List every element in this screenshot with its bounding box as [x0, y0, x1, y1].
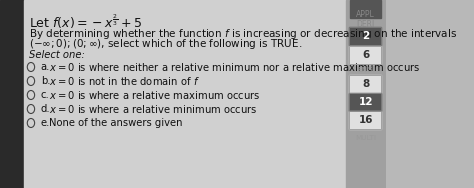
Bar	[349, 75, 381, 93]
Text: b.: b.	[41, 76, 50, 86]
Text: MULTI: MULTI	[356, 135, 376, 141]
Text: 12: 12	[358, 97, 373, 107]
Bar	[0, 0, 25, 188]
Bar	[349, 111, 381, 129]
Text: $x = 0$ is where a relative maximum occurs: $x = 0$ is where a relative maximum occu…	[49, 89, 260, 101]
Text: None of the answers given: None of the answers given	[49, 118, 182, 128]
Text: DERI: DERI	[356, 20, 375, 29]
Text: a.: a.	[41, 62, 50, 72]
Text: $(-\infty; 0); (0; \infty)$, select which of the following is TRUE.: $(-\infty; 0); (0; \infty)$, select whic…	[28, 37, 302, 51]
Bar	[349, 27, 381, 45]
Text: c.: c.	[41, 90, 49, 100]
Text: ENGI: ENGI	[357, 67, 375, 73]
Bar	[349, 27, 381, 45]
Text: Select one:: Select one:	[28, 50, 84, 60]
Text: $x = 0$ is not in the domain of $f$: $x = 0$ is not in the domain of $f$	[49, 75, 200, 87]
Bar	[346, 0, 386, 188]
Text: $x = 0$ is where neither a relative minimum nor a relative maximum occurs: $x = 0$ is where neither a relative mini…	[49, 61, 420, 73]
Bar	[349, 75, 381, 93]
Bar	[350, 0, 381, 18]
Bar	[349, 111, 381, 129]
Text: Let $f(x) = -x^{\frac{2}{3}} + 5$: Let $f(x) = -x^{\frac{2}{3}} + 5$	[28, 13, 142, 31]
Bar	[349, 46, 381, 64]
Bar	[349, 93, 381, 111]
Text: 6: 6	[362, 50, 369, 60]
Text: By determining whether the function $f$ is increasing or decreasing on the inter: By determining whether the function $f$ …	[28, 27, 456, 41]
Text: d.: d.	[41, 104, 50, 114]
Bar	[25, 0, 346, 188]
Text: $x = 0$ is where a relative minimum occurs: $x = 0$ is where a relative minimum occu…	[49, 103, 257, 115]
Text: 2: 2	[362, 31, 369, 41]
Text: 8: 8	[362, 79, 369, 89]
Text: e.: e.	[41, 118, 50, 128]
Text: APPL: APPL	[356, 10, 375, 19]
Text: 16: 16	[358, 115, 373, 125]
Bar	[349, 46, 381, 64]
Bar	[349, 93, 381, 111]
